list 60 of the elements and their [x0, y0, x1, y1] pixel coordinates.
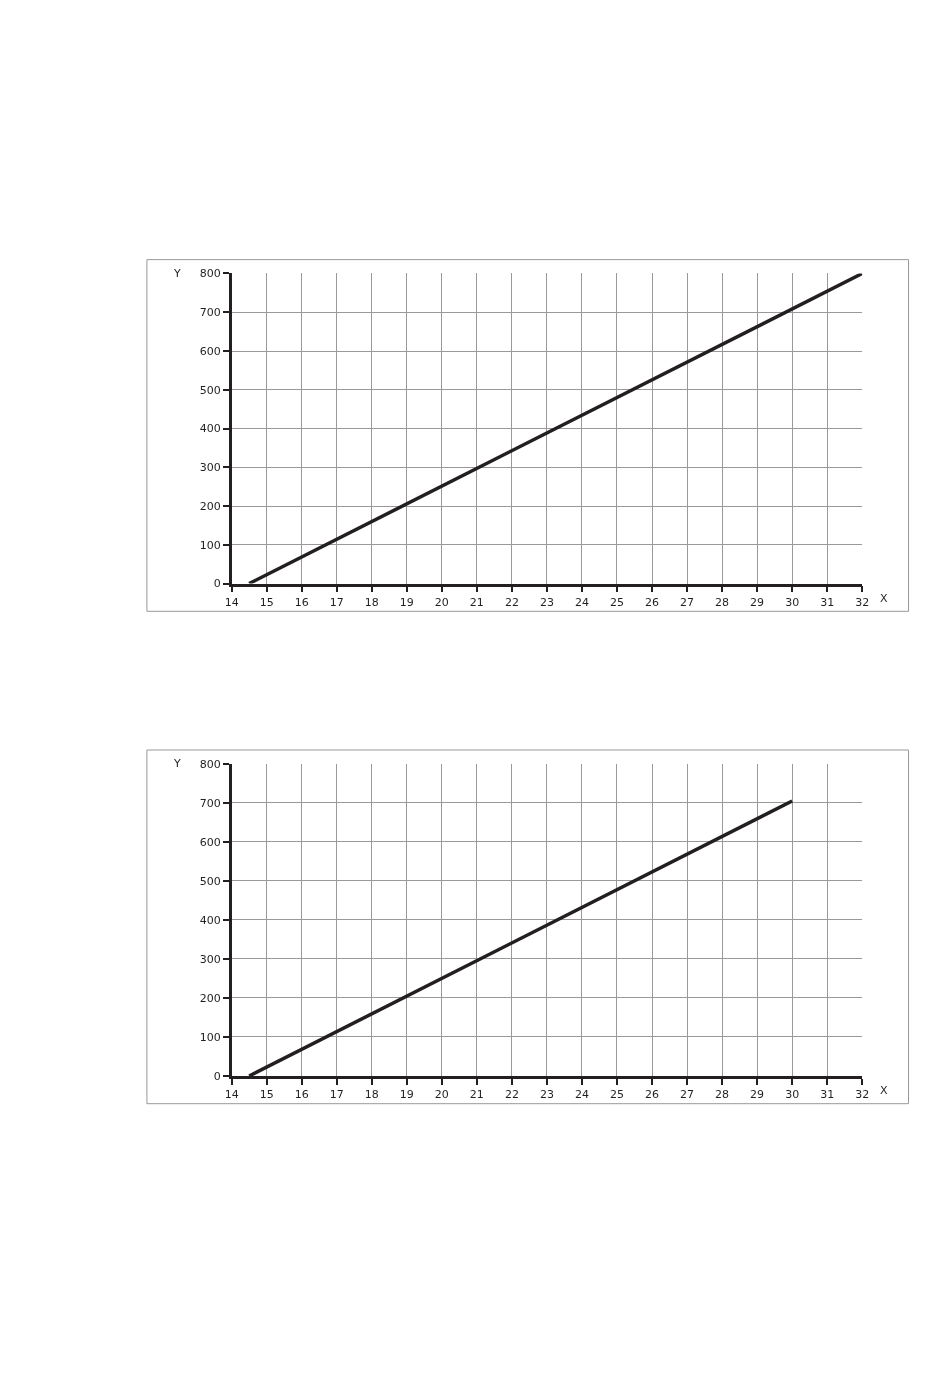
y-tick-label: 100	[199, 1030, 221, 1044]
x-tick-label: 23	[539, 595, 554, 609]
x-tick-label: 17	[329, 595, 344, 609]
y-tick-label: 500	[199, 383, 221, 397]
x-tick-label: 16	[294, 595, 309, 609]
x-tick-label: 18	[364, 1087, 379, 1101]
x-axis-title: X	[880, 592, 888, 605]
y-tick-label: 700	[199, 796, 221, 810]
y-tick-label: 100	[199, 538, 221, 552]
x-tick-label: 16	[294, 1087, 309, 1101]
y-tick-label: 800	[199, 757, 221, 771]
x-tick-label: 28	[715, 1087, 730, 1101]
y-tick-label: 600	[199, 344, 221, 358]
y-axis-title: Y	[173, 267, 181, 280]
x-tick-label: 27	[680, 595, 695, 609]
x-tick-label: 15	[259, 1087, 274, 1101]
x-tick-label: 24	[574, 1087, 589, 1101]
x-tick-label: 26	[645, 1087, 660, 1101]
x-tick-label: 32	[855, 1087, 870, 1101]
y-tick-label: 200	[199, 991, 221, 1005]
x-tick-label: 30	[785, 1087, 800, 1101]
y-tick-label: 800	[199, 267, 221, 281]
y-tick-label: 600	[199, 835, 221, 849]
x-tick-label: 19	[399, 1087, 414, 1101]
x-tick-label: 27	[680, 1087, 695, 1101]
x-tick-label: 32	[855, 595, 870, 609]
y-tick-label: 400	[199, 913, 221, 927]
x-tick-label: 21	[469, 1087, 484, 1101]
x-tick-label: 19	[399, 595, 414, 609]
x-tick-label: 22	[504, 595, 519, 609]
y-tick-label: 400	[199, 422, 221, 436]
x-tick-label: 15	[259, 595, 274, 609]
y-tick-label: 300	[199, 461, 221, 475]
x-tick-label: 18	[364, 595, 379, 609]
x-tick-label: 29	[750, 1087, 765, 1101]
x-tick-label: 20	[434, 1087, 449, 1101]
x-tick-label: 20	[434, 595, 449, 609]
x-tick-label: 30	[785, 595, 800, 609]
x-tick-label: 14	[224, 595, 239, 609]
x-tick-label: 22	[504, 1087, 519, 1101]
y-tick-label: 0	[213, 577, 221, 591]
y-tick-label: 0	[213, 1069, 221, 1083]
y-tick-label: 700	[199, 306, 221, 320]
x-tick-label: 17	[329, 1087, 344, 1101]
y-tick-label: 200	[199, 499, 221, 513]
x-tick-label: 23	[539, 1087, 554, 1101]
y-tick-label: 300	[199, 952, 221, 966]
x-tick-label: 21	[469, 595, 484, 609]
x-tick-label: 31	[820, 1087, 835, 1101]
x-tick-label: 31	[820, 595, 835, 609]
y-axis-title: Y	[173, 757, 181, 770]
y-tick-label: 500	[199, 874, 221, 888]
x-axis-title: X	[880, 1084, 888, 1097]
x-tick-label: 26	[645, 595, 660, 609]
x-tick-label: 24	[574, 595, 589, 609]
x-tick-label: 25	[609, 1087, 624, 1101]
x-tick-label: 14	[224, 1087, 239, 1101]
x-tick-label: 25	[609, 595, 624, 609]
x-tick-label: 29	[750, 595, 765, 609]
x-tick-label: 28	[715, 595, 730, 609]
